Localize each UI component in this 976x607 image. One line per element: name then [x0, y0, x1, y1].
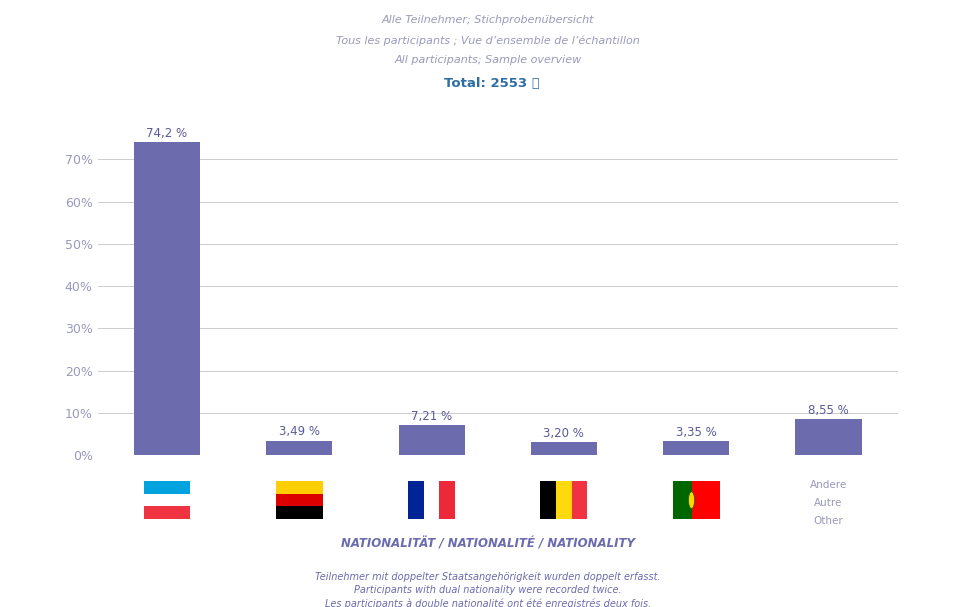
Text: Participants with dual nationality were recorded twice.: Participants with dual nationality were … — [354, 585, 622, 595]
Text: 74,2 %: 74,2 % — [146, 127, 187, 140]
Bar — [398, 425, 465, 455]
Text: Teilnehmer mit doppelter Staatsangehörigkeit wurden doppelt erfasst.: Teilnehmer mit doppelter Staatsangehörig… — [315, 572, 661, 582]
Text: NATIONALITÄT / NATIONALITÉ / NATIONALITY: NATIONALITÄT / NATIONALITÉ / NATIONALITY — [341, 537, 635, 551]
Text: 7,21 %: 7,21 % — [411, 410, 452, 422]
Text: Other: Other — [814, 516, 843, 526]
Text: Autre: Autre — [814, 498, 842, 507]
Bar — [266, 441, 333, 455]
Text: 3,20 %: 3,20 % — [544, 427, 585, 439]
Text: 8,55 %: 8,55 % — [808, 404, 849, 417]
Text: Total: 2553: Total: 2553 — [443, 77, 527, 90]
Text: 🚶: 🚶 — [531, 77, 539, 90]
Text: Alle Teilnehmer; Stichprobenübersicht: Alle Teilnehmer; Stichprobenübersicht — [382, 15, 594, 25]
Bar — [795, 419, 862, 455]
Bar — [134, 141, 200, 455]
Bar — [531, 442, 597, 455]
Text: Andere: Andere — [810, 480, 847, 489]
Text: All participants; Sample overview: All participants; Sample overview — [394, 55, 582, 65]
Text: 3,49 %: 3,49 % — [279, 426, 320, 438]
Bar — [663, 441, 729, 455]
Text: 3,35 %: 3,35 % — [675, 426, 716, 439]
Text: Tous les participants ; Vue d’ensemble de l’échantillon: Tous les participants ; Vue d’ensemble d… — [336, 35, 640, 46]
Text: Les participants à double nationalité ont été enregistrés deux fois.: Les participants à double nationalité on… — [325, 599, 651, 607]
